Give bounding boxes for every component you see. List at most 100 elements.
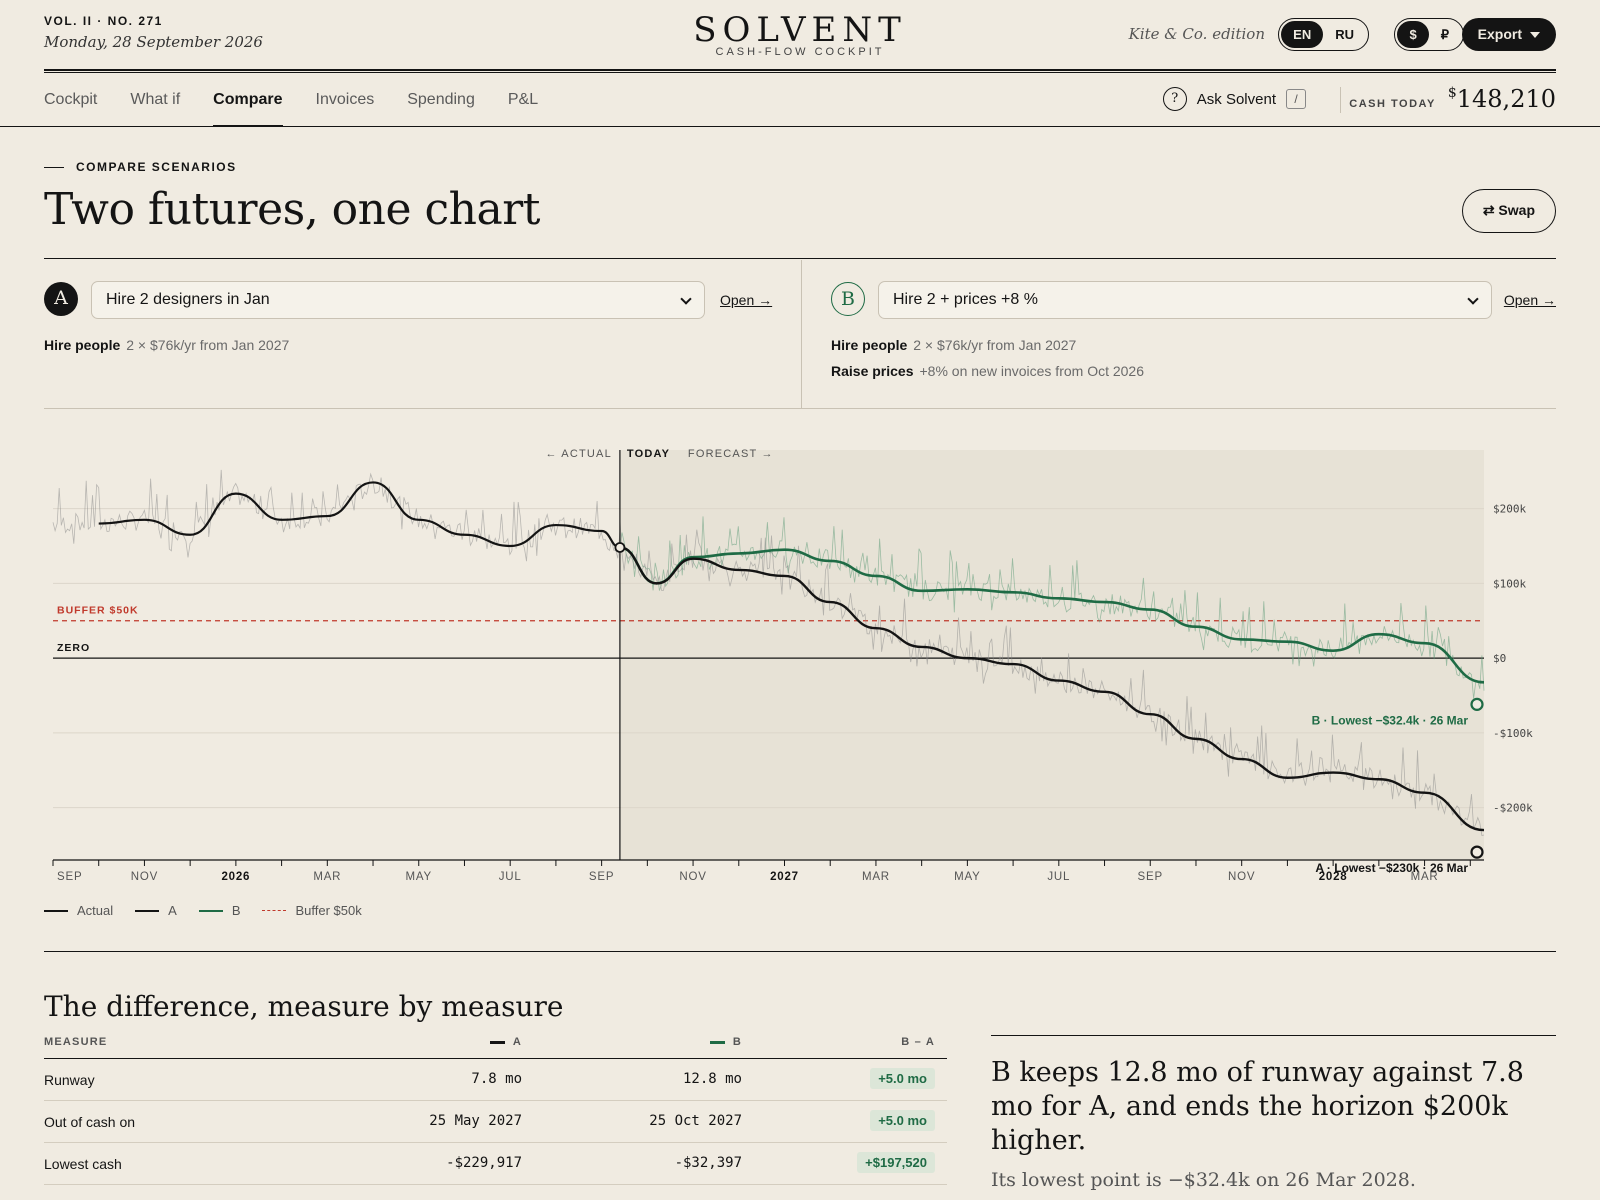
masthead: VOL. II · NO. 271 Monday, 28 September 2… bbox=[44, 0, 1556, 72]
series-a-line bbox=[619, 546, 1485, 832]
x-tick-label: MAR bbox=[1411, 871, 1439, 880]
legend-label: Actual bbox=[77, 903, 114, 918]
cash-today-value: $148,210 bbox=[1448, 85, 1556, 113]
edition-label: Kite & Co. edition bbox=[1128, 25, 1265, 43]
measure-name: Lowest cash bbox=[44, 1156, 122, 1172]
x-tick-label: SEP bbox=[589, 871, 614, 880]
tab-cockpit[interactable]: Cockpit bbox=[44, 91, 98, 108]
x-tick-label: MAY bbox=[406, 871, 432, 880]
legend-label: Buffer $50k bbox=[295, 903, 362, 918]
legend-swatch-actual bbox=[44, 909, 68, 912]
forecast-chart[interactable]: $200k $100k $0 -$100k -$200k ZERO BUFFER $50K ←… bbox=[0, 440, 1600, 880]
x-tick-label: NOV bbox=[1228, 871, 1255, 880]
measure-name: Runway bbox=[44, 1072, 95, 1088]
tab-invoices[interactable]: Invoices bbox=[315, 91, 375, 108]
tab-pnl[interactable]: P&L bbox=[507, 91, 539, 108]
measure-name: Out of cash on bbox=[44, 1114, 136, 1130]
currency-option-rub[interactable]: ₽ bbox=[1440, 27, 1449, 42]
value-a: 25 May 2027 bbox=[429, 1113, 522, 1129]
eyebrow-text: COMPARE SCENARIOS bbox=[76, 160, 237, 174]
scenario-b-lever: Raise prices +8% on new invoices from Oct… bbox=[831, 363, 1144, 379]
buffer-label: BUFFER $50K bbox=[57, 605, 139, 617]
legend-item-buffer: Buffer $50k bbox=[262, 903, 362, 918]
lowest-point-label: B · Lowest −$32.4k · 26 Mar bbox=[1312, 713, 1469, 727]
x-tick-label: JUL bbox=[1047, 871, 1070, 880]
summary-headline: B keeps 12.8 mo of runway against 7.8 mo… bbox=[991, 1057, 1524, 1156]
legend-item-a: A bbox=[135, 903, 177, 918]
legend-swatch-a bbox=[135, 909, 160, 912]
y-tick-label: $100k bbox=[1493, 577, 1526, 590]
header-a: A bbox=[489, 1036, 522, 1048]
table-row: Out of cash on 25 May 2027 25 Oct 2027 +… bbox=[44, 1101, 947, 1143]
x-tick-label: 2028 bbox=[1319, 871, 1348, 880]
scenario-rule bbox=[44, 408, 1556, 409]
tab-compare[interactable]: Compare bbox=[213, 73, 283, 127]
section-eyebrow: COMPARE SCENARIOS bbox=[44, 160, 237, 174]
actual-daily-noise bbox=[52, 469, 621, 562]
ask-solvent-button[interactable]: ? Ask Solvent / bbox=[1162, 87, 1306, 111]
help-icon: ? bbox=[1162, 87, 1187, 111]
swap-button[interactable]: ⇄ Swap bbox=[1461, 189, 1556, 233]
tab-what-if[interactable]: What if bbox=[130, 91, 181, 108]
series-a-mark bbox=[489, 1040, 505, 1044]
value-b: -$32,397 bbox=[674, 1155, 742, 1171]
legend-label: A bbox=[168, 903, 177, 918]
lowest-point-marker bbox=[1470, 845, 1484, 859]
nav-divider bbox=[1340, 87, 1341, 113]
language-option-en[interactable]: EN bbox=[1281, 21, 1324, 48]
delta-badge: +$197,520 bbox=[857, 1152, 935, 1173]
header-a-label: A bbox=[512, 1036, 522, 1048]
currency-toggle[interactable]: $ ₽ bbox=[1394, 18, 1464, 51]
scenario-a-panel: A Hire 2 designers in Jan Open → Hire pe… bbox=[44, 260, 800, 408]
brand-subtitle: CASH-FLOW COCKPIT bbox=[715, 46, 885, 58]
scenario-a-badge: A bbox=[44, 282, 78, 316]
scenario-b-lever: Hire people 2 × $76k/yr from Jan 2027 bbox=[831, 337, 1076, 353]
value-b: 12.8 mo bbox=[682, 1071, 742, 1087]
scenario-b-open-link[interactable]: Open → bbox=[1503, 292, 1556, 308]
lever-detail: +8% on new invoices from Oct 2026 bbox=[919, 363, 1145, 379]
series-b-mark bbox=[709, 1040, 725, 1044]
today-point bbox=[614, 542, 626, 553]
language-toggle[interactable]: EN RU bbox=[1278, 18, 1369, 51]
x-tick-label: 2026 bbox=[221, 871, 250, 880]
brand-logo[interactable]: SOLVENT bbox=[693, 10, 907, 50]
scenario-a-select[interactable]: Hire 2 designers in Jan bbox=[91, 281, 705, 319]
header-b: B bbox=[709, 1036, 742, 1048]
eyebrow-dash bbox=[44, 166, 64, 168]
scenario-a-lever: Hire people 2 × $76k/yr from Jan 2027 bbox=[44, 337, 289, 353]
language-option-ru[interactable]: RU bbox=[1335, 27, 1354, 42]
x-tick-label: MAY bbox=[954, 871, 980, 880]
x-tick-label: NOV bbox=[131, 871, 158, 880]
a-daily-noise bbox=[619, 518, 1485, 836]
currency-option-usd[interactable]: $ bbox=[1397, 21, 1429, 48]
table-header: MEASURE A B B – A bbox=[44, 1032, 947, 1059]
nav-tabs: Cockpit What if Compare Invoices Spendin… bbox=[44, 73, 538, 127]
y-tick-label: -$100k bbox=[1493, 727, 1533, 740]
header-b-label: B bbox=[732, 1036, 742, 1048]
nav-rule bbox=[0, 126, 1600, 127]
x-tick-label: MAR bbox=[313, 871, 341, 880]
shortcut-key: / bbox=[1286, 89, 1306, 109]
cash-today: CASH TODAY $148,210 bbox=[1349, 85, 1556, 113]
value-a: -$229,917 bbox=[446, 1155, 522, 1171]
export-button[interactable]: Export bbox=[1461, 18, 1556, 51]
heading-rule bbox=[44, 258, 1556, 259]
cash-amount: 148,210 bbox=[1456, 85, 1556, 113]
series-b-line bbox=[619, 546, 1485, 684]
scenario-a-open-link[interactable]: Open → bbox=[720, 292, 773, 308]
b-daily-noise bbox=[619, 516, 1485, 699]
lever-name: Hire people bbox=[831, 337, 908, 353]
volume-label: VOL. II · NO. 271 bbox=[44, 14, 163, 28]
x-tick-label: SEP bbox=[57, 871, 82, 880]
caret-down-icon bbox=[1530, 32, 1540, 39]
scenario-b-select[interactable]: Hire 2 + prices +8 % bbox=[878, 281, 1492, 319]
lever-detail: 2 × $76k/yr from Jan 2027 bbox=[126, 337, 290, 353]
tab-spending[interactable]: Spending bbox=[407, 91, 475, 108]
y-tick-label: -$200k bbox=[1493, 802, 1533, 815]
zero-label: ZERO bbox=[57, 642, 90, 654]
lever-name: Hire people bbox=[44, 337, 121, 353]
y-tick-label: $0 bbox=[1493, 652, 1506, 665]
value-a: 7.8 mo bbox=[471, 1071, 522, 1087]
delta-badge: +5.0 mo bbox=[870, 1068, 935, 1089]
lowest-point-label: A · Lowest −$230k · 26 Mar bbox=[1315, 861, 1468, 875]
